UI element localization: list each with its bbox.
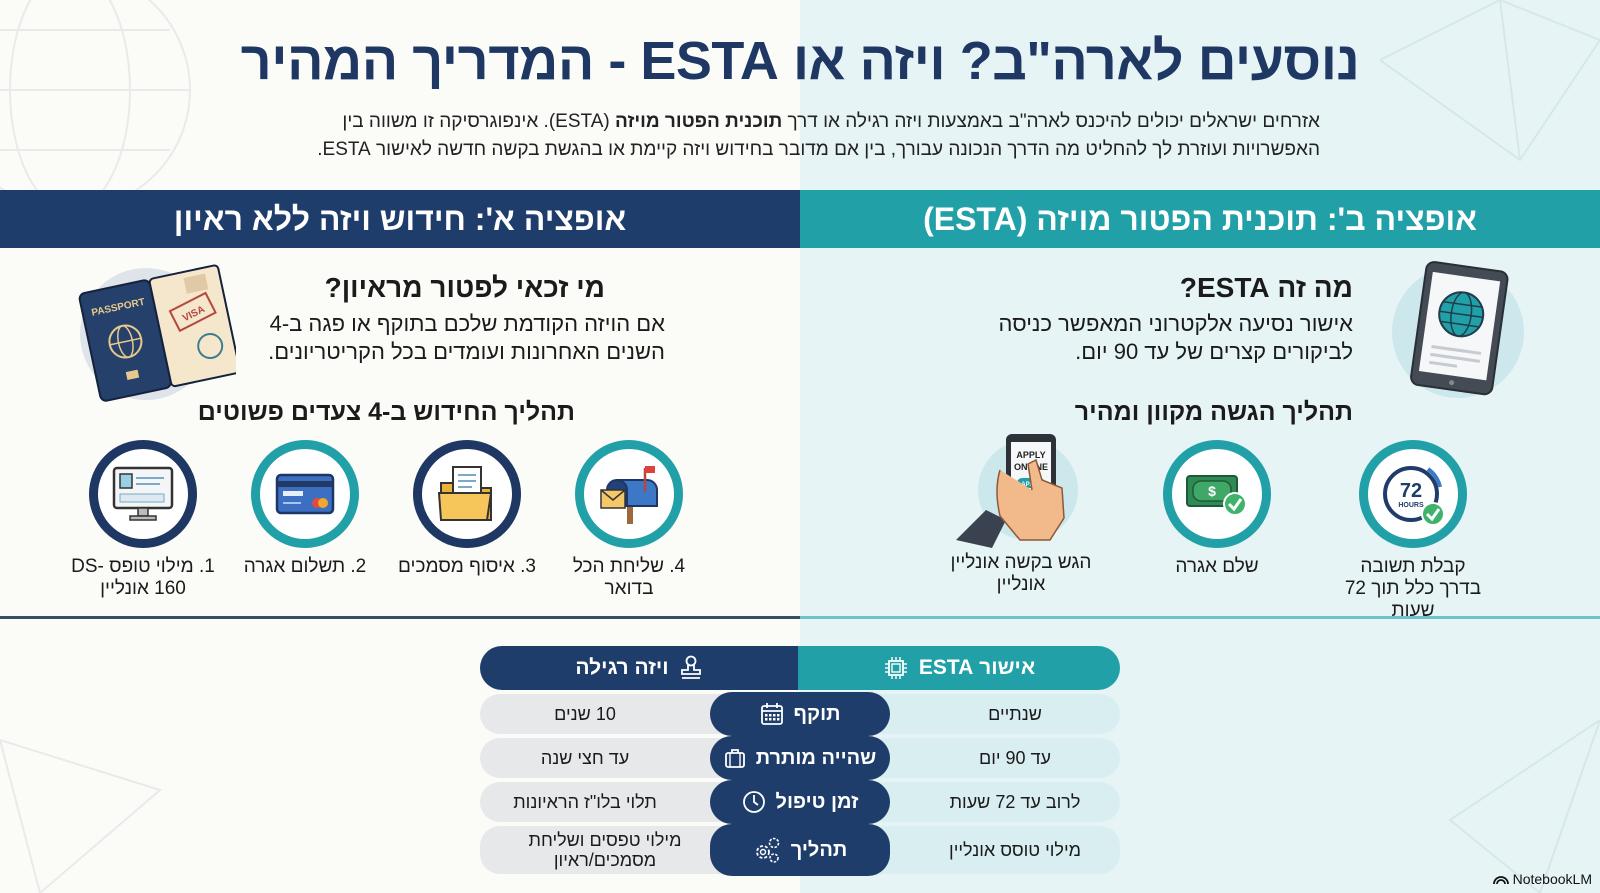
section-divider — [800, 616, 1600, 619]
eligibility-text-line1: אם הויזה הקודמת שלכם בתוקף או פגה ב-4 — [269, 311, 665, 336]
row-label-processing-time: זמן טיפול — [710, 780, 890, 824]
credit-card-icon — [275, 473, 335, 515]
esta-step-response: 72 HOURS קבלת תשובה בדרך כלל תוך 72 שעות — [1338, 440, 1488, 622]
step-icon-ring: $ — [1163, 440, 1271, 548]
renewal-process-title: תהליך החידוש ב-4 צעדים פשוטים — [197, 398, 575, 426]
table-row-validity: 10 שנים שנתיים תוקף — [480, 692, 1120, 736]
esta-step-pay-fee: $ שלם אגרה — [1142, 440, 1292, 578]
calendar-icon — [760, 703, 783, 725]
comparison-header: ויזה רגילה אישור ESTA — [480, 646, 1120, 690]
suitcase-icon — [724, 749, 745, 768]
comparison-table: ויזה רגילה אישור ESTA 10 שנים — [480, 646, 1120, 876]
table-row-stay: עד חצי שנה עד 90 יום שהייה מותרת — [480, 736, 1120, 780]
section-divider — [0, 616, 800, 619]
header-regular-visa: ויזה רגילה — [480, 646, 798, 690]
step-label: הגש בקשה אונליין אונליין — [950, 552, 1092, 595]
esta-process-title: תהליך הגשה מקוון ומהיר — [1074, 398, 1353, 426]
option-b-header: אופציה ב': תוכנית הפטור מויזה (ESTA) — [800, 190, 1600, 248]
row-label: תהליך — [790, 838, 848, 861]
eligibility-title: מי זכאי לפטור מראיון? — [324, 272, 605, 303]
row-label: שהייה מותרת — [755, 746, 877, 769]
row-label-validity: תוקף — [710, 692, 890, 736]
row-label: זמן טיפול — [775, 790, 859, 813]
renewal-step-4: 4. שליחת הכל בדואר — [554, 440, 704, 600]
gears-icon — [755, 837, 780, 863]
brand-label: NotebookLM — [1512, 871, 1592, 887]
svg-text:HOURS: HOURS — [1398, 502, 1424, 509]
intro-line2: האפשרויות ועוזרת לך להחליט מה הדרך הנכונ… — [317, 139, 1320, 160]
header-visa-label: ויזה רגילה — [575, 656, 669, 679]
intro-line1-bold: תוכנית הפטור מויזה — [614, 111, 783, 132]
intro-paragraph: אזרחים ישראלים יכולים להיכנס לארה"ב באמצ… — [280, 108, 1320, 164]
passport-illustration-icon: PASSPORT VISA — [78, 264, 236, 402]
table-row-process: מילוי טפסים ושליחת מסמכים/ראיון מילוי טו… — [480, 824, 1120, 876]
svg-text:$: $ — [1208, 483, 1216, 499]
clock-72-hours-icon: 72 HOURS — [1383, 466, 1445, 526]
chip-icon — [884, 657, 907, 679]
row-label-process: תהליך — [710, 824, 890, 876]
svg-text:72: 72 — [1400, 480, 1422, 502]
mailbox-icon — [600, 466, 658, 524]
tablet-globe-illustration-icon — [1392, 261, 1524, 398]
document-folder-icon — [437, 466, 493, 521]
step-icon-ring: 72 HOURS — [1359, 440, 1467, 548]
step-icon-ring — [251, 440, 359, 548]
step-label: 3. איסוף מסמכים — [398, 556, 536, 577]
option-a-header: אופציה א': חידוש ויזה ללא ראיון — [0, 190, 800, 248]
renewal-step-2: 2. תשלום אגרה — [230, 440, 380, 578]
step-icon-ring — [89, 440, 197, 548]
row-label-stay: שהייה מותרת — [710, 736, 890, 780]
eligibility-text-line2: השנים האחרונות ועומדים בכל הקריטריונים. — [268, 339, 665, 364]
notebooklm-logo-icon — [1492, 876, 1509, 885]
header-esta-label: אישור ESTA — [918, 656, 1036, 679]
step-label: שלם אגרה — [1175, 556, 1259, 577]
step-label: 1. מילוי טופס DS-160 אונליין — [71, 556, 215, 599]
svg-text:APPLY: APPLY — [1016, 450, 1045, 460]
renewal-step-1: 1. מילוי טופס DS-160 אונליין — [68, 440, 218, 600]
step-label: 4. שליחת הכל בדואר — [572, 556, 686, 599]
esta-what-line1: אישור נסיעה אלקטרוני המאפשר כניסה — [998, 311, 1354, 336]
rubber-stamp-icon — [680, 655, 701, 679]
row-label: תוקף — [793, 702, 841, 725]
intro-line1-pre: אזרחים ישראלים יכולים להיכנס לארה"ב באמצ… — [782, 111, 1320, 132]
step-label: 2. תשלום אגרה — [243, 556, 367, 577]
step-label: קבלת תשובה בדרך כלל תוך 72 שעות — [1344, 556, 1482, 621]
page-title: נוסעים לארה"ב? ויזה או ESTA - המדריך המה… — [240, 31, 1360, 91]
header-esta: אישור ESTA — [798, 646, 1120, 690]
esta-step-apply-online: APPLY ONLINE APPLY הגש בקשה אונליין אונל… — [946, 430, 1096, 596]
renewal-step-3: 3. איסוף מסמכים — [392, 440, 542, 578]
table-row-processing-time: תלוי בלו"ז הראיונות לרוב עד 72 שעות זמן … — [480, 780, 1120, 824]
esta-what-title: מה זה ESTA? — [1179, 272, 1353, 303]
notebooklm-brand: NotebookLM — [1492, 871, 1592, 887]
money-check-icon: $ — [1186, 475, 1247, 516]
step-icon-ring — [575, 440, 683, 548]
computer-form-icon — [112, 466, 174, 521]
intro-line1-post: (ESTA). אינפוגרסיקה זו משווה בין — [342, 111, 615, 132]
phone-apply-online-icon: APPLY ONLINE APPLY — [956, 434, 1078, 548]
step-icon-ring — [413, 440, 521, 548]
esta-what-line2: לביקורים קצרים של עד 90 יום. — [1075, 339, 1353, 364]
clock-icon — [742, 791, 765, 813]
